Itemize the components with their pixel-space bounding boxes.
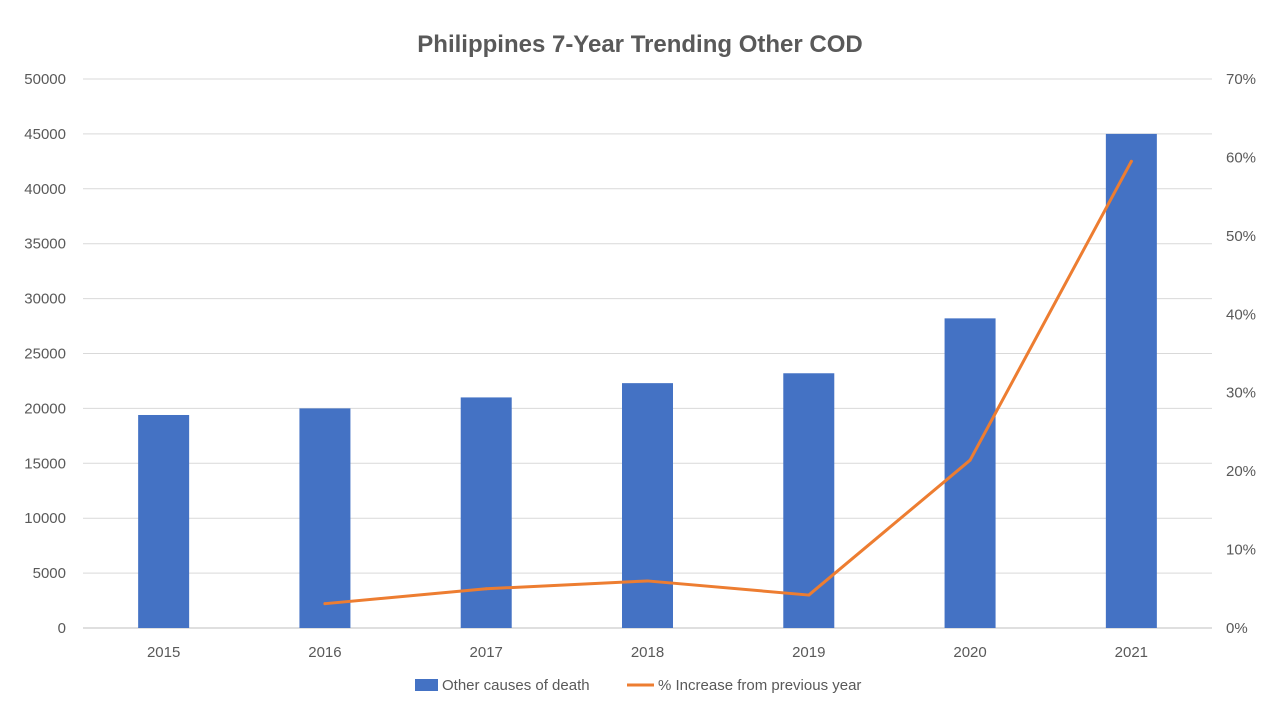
- y-right-tick-label: 50%: [1226, 228, 1256, 245]
- x-tick-label: 2018: [631, 644, 664, 661]
- y-left-tick-label: 0: [58, 620, 66, 637]
- y-right-tick-label: 20%: [1226, 463, 1256, 480]
- y-left-tick-label: 10000: [24, 510, 66, 527]
- legend-swatch-bar: [415, 679, 438, 691]
- right-axis: 0% 10% 20% 30% 40% 50% 60% 70%: [1226, 71, 1256, 637]
- bar-series: [138, 133, 1157, 628]
- y-left-tick-label: 5000: [33, 565, 66, 582]
- y-left-tick-label: 20000: [24, 400, 66, 417]
- y-right-tick-label: 10%: [1226, 542, 1256, 559]
- y-left-tick-label: 25000: [24, 346, 66, 363]
- bar: [138, 414, 190, 628]
- x-tick-label: 2017: [470, 644, 503, 661]
- y-right-tick-label: 0%: [1226, 620, 1248, 637]
- y-left-tick-label: 45000: [24, 126, 66, 143]
- bar: [460, 397, 512, 628]
- x-tick-label: 2020: [953, 644, 986, 661]
- x-tick-label: 2019: [792, 644, 825, 661]
- y-right-tick-label: 60%: [1226, 149, 1256, 166]
- y-right-tick-label: 70%: [1226, 71, 1256, 88]
- y-left-tick-label: 15000: [24, 455, 66, 472]
- y-left-tick-label: 50000: [24, 71, 66, 88]
- bar: [299, 408, 351, 628]
- y-left-tick-label: 30000: [24, 291, 66, 308]
- x-tick-label: 2021: [1115, 644, 1148, 661]
- left-axis: 0 5000 10000 15000 20000 25000 30000 35000 40000…: [24, 71, 66, 637]
- line-point: [807, 593, 811, 597]
- legend: Other causes of death % Increase from pre…: [415, 677, 861, 694]
- line-point: [484, 587, 488, 591]
- y-right-tick-label: 30%: [1226, 385, 1256, 402]
- x-tick-label: 2016: [308, 644, 341, 661]
- line-point: [646, 579, 649, 583]
- y-left-tick-label: 35000: [24, 236, 66, 253]
- bar: [783, 373, 835, 628]
- x-axis: 2015 2016 2017 2018 2019 2020 2021: [147, 644, 1148, 661]
- line-point: [1129, 159, 1133, 163]
- line-series: [323, 159, 1133, 606]
- y-right-tick-label: 40%: [1226, 306, 1256, 323]
- legend-label-line: % Increase from previous year: [658, 677, 861, 694]
- x-tick-label: 2015: [147, 644, 180, 661]
- legend-label-bar: Other causes of death: [442, 677, 590, 694]
- line-path: [323, 159, 1133, 606]
- bar: [1105, 133, 1157, 628]
- line-point: [323, 602, 327, 606]
- y-left-tick-label: 40000: [24, 181, 66, 198]
- chart-title: Philippines 7-Year Trending Other COD: [417, 31, 862, 58]
- bar: [622, 383, 673, 628]
- line-point: [968, 458, 972, 462]
